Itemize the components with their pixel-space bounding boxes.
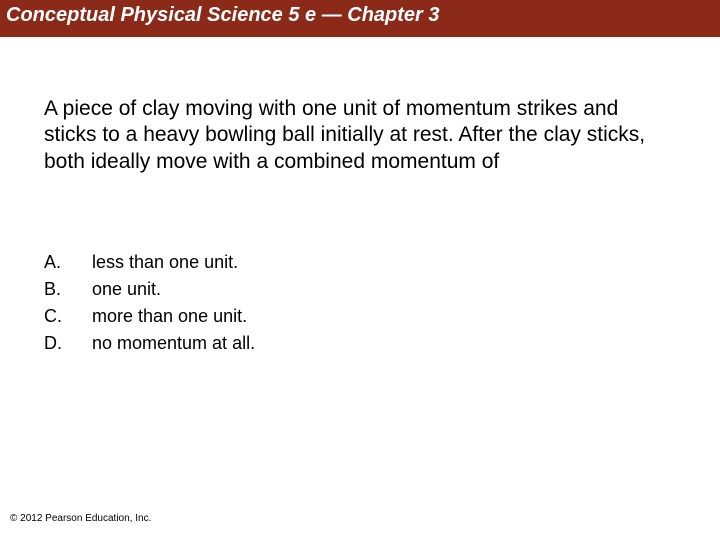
option-a: A. less than one unit. (44, 252, 644, 273)
option-b: B. one unit. (44, 279, 644, 300)
option-letter: A. (44, 252, 92, 273)
question-text: A piece of clay moving with one unit of … (44, 96, 654, 175)
header-bar: Conceptual Physical Science 5 e — Chapte… (0, 0, 720, 37)
option-letter: B. (44, 279, 92, 300)
option-text: one unit. (92, 279, 161, 300)
option-text: more than one unit. (92, 306, 247, 327)
option-c: C. more than one unit. (44, 306, 644, 327)
option-text: no momentum at all. (92, 333, 255, 354)
option-text: less than one unit. (92, 252, 238, 273)
slide-title: Conceptual Physical Science 5 e — Chapte… (6, 4, 714, 27)
slide: Conceptual Physical Science 5 e — Chapte… (0, 0, 720, 540)
option-d: D. no momentum at all. (44, 333, 644, 354)
option-letter: D. (44, 333, 92, 354)
options-list: A. less than one unit. B. one unit. C. m… (44, 252, 644, 360)
copyright-text: © 2012 Pearson Education, Inc. (10, 513, 151, 524)
option-letter: C. (44, 306, 92, 327)
